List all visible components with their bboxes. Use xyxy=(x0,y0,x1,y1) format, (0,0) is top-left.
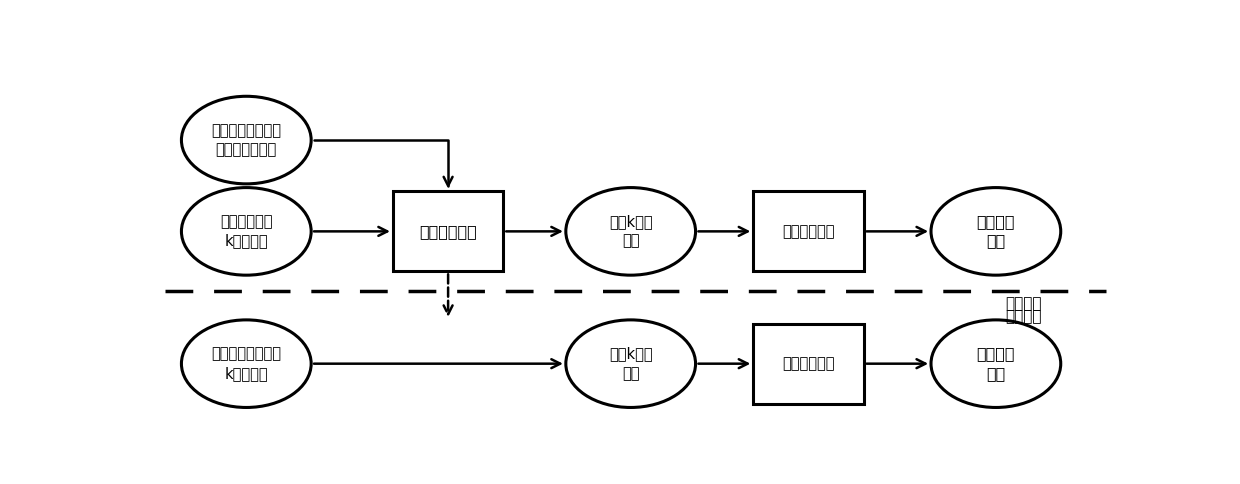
Ellipse shape xyxy=(565,320,696,408)
Bar xyxy=(393,191,503,272)
Text: 重建k空间
数据: 重建k空间 数据 xyxy=(609,214,652,248)
Text: 最终重建
图像: 最终重建 图像 xyxy=(977,347,1016,381)
Text: 深度学习网络: 深度学习网络 xyxy=(419,224,477,239)
Text: 最终重建
图像: 最终重建 图像 xyxy=(977,214,1016,248)
Ellipse shape xyxy=(931,320,1060,408)
Ellipse shape xyxy=(931,188,1060,275)
Text: 全采样的线下多对
比度磁共振图像: 全采样的线下多对 比度磁共振图像 xyxy=(211,123,281,157)
Ellipse shape xyxy=(565,188,696,275)
Bar xyxy=(753,191,864,272)
Text: 逆傅里叶变换: 逆傅里叶变换 xyxy=(782,356,835,371)
Ellipse shape xyxy=(181,96,311,184)
Text: 重建k空间
数据: 重建k空间 数据 xyxy=(609,347,652,381)
Text: 待测物体的欠采样
k空间数据: 待测物体的欠采样 k空间数据 xyxy=(211,347,281,381)
Bar xyxy=(753,324,864,404)
Text: 逆傅里叶变换: 逆傅里叶变换 xyxy=(782,224,835,239)
Text: 线上测试: 线上测试 xyxy=(1006,310,1042,325)
Ellipse shape xyxy=(181,320,311,408)
Text: 线下训练: 线下训练 xyxy=(1006,297,1042,312)
Text: 欠采样的线下
k空间数据: 欠采样的线下 k空间数据 xyxy=(219,214,273,248)
Ellipse shape xyxy=(181,188,311,275)
